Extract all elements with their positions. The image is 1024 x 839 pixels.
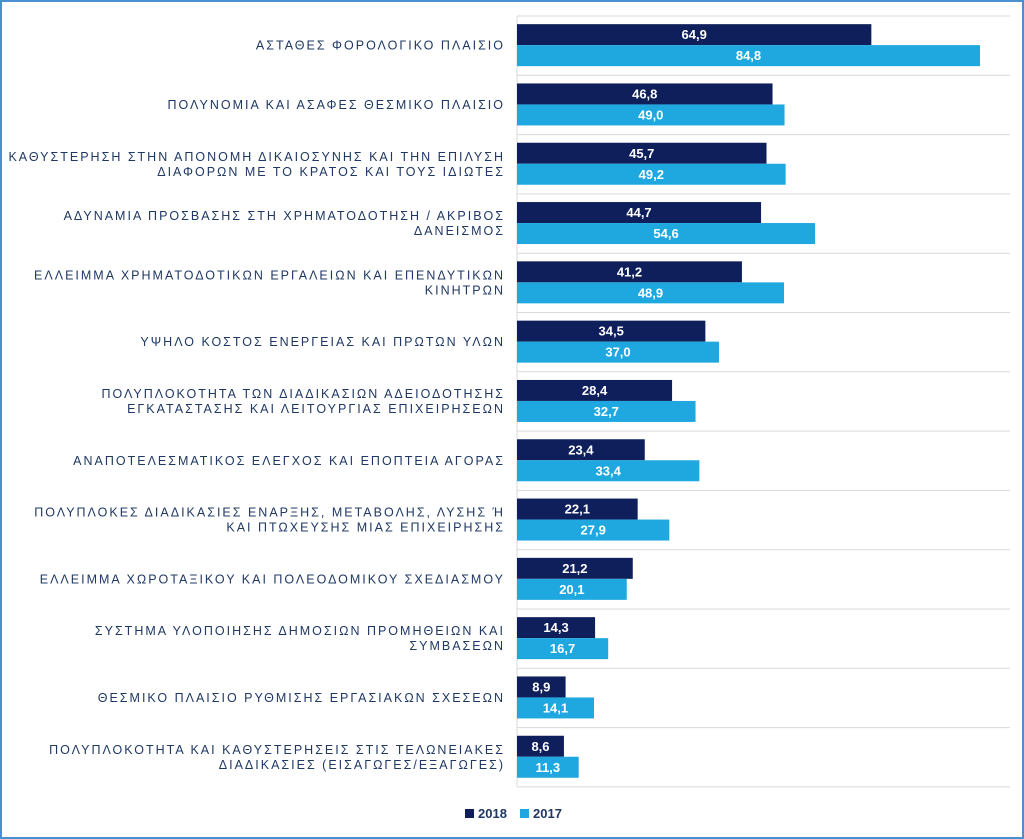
- data-label-2017: 49,0: [638, 107, 663, 122]
- data-label-2017: 84,8: [736, 48, 761, 63]
- bar-2018: [517, 142, 767, 164]
- data-label-2017: 49,2: [639, 167, 664, 182]
- bar-2018: [517, 320, 706, 342]
- category-label: ΥΨΗΛΟ ΚΟΣΤΟΣ ΕΝΕΡΓΕΙΑΣ ΚΑΙ ΠΡΩΤΩΝ ΥΛΩΝ: [140, 335, 505, 349]
- bar-2017: [517, 223, 816, 245]
- bar-2017: [517, 697, 594, 719]
- category-label: ΔΑΝΕΙΣΜΟΣ: [414, 224, 505, 238]
- category-label: ΠΟΛΥΠΛΟΚΟΤΗΤΑ ΚΑΙ ΚΑΘΥΣΤΕΡΗΣΕΙΣ ΣΤΙΣ ΤΕΛ…: [49, 743, 505, 757]
- legend-swatch-2018: [465, 809, 474, 818]
- category-label: ΑΣΤΑΘΕΣ ΦΟΡΟΛΟΓΙΚΟ ΠΛΑΙΣΙΟ: [256, 39, 505, 53]
- bar-2018: [517, 617, 596, 639]
- bar-2018: [517, 439, 645, 461]
- bar-2018: [517, 676, 566, 698]
- legend-label-2017: 2017: [533, 806, 562, 821]
- data-label-2018: 41,2: [617, 264, 642, 279]
- bar-2017: [517, 578, 627, 600]
- category-label: ΣΥΜΒΑΣΕΩΝ: [409, 639, 505, 653]
- data-label-2018: 22,1: [565, 502, 590, 517]
- bar-2018: [517, 735, 564, 757]
- data-label-2017: 32,7: [594, 404, 619, 419]
- data-label-2017: 48,9: [638, 285, 663, 300]
- bar-2017: [517, 341, 720, 363]
- bar-2017: [517, 460, 700, 482]
- data-label-2017: 54,6: [653, 226, 678, 241]
- data-label-2018: 64,9: [682, 27, 707, 42]
- category-label: ΣΥΣΤΗΜΑ ΥΛΟΠΟΙΗΣΗΣ ΔΗΜΟΣΙΩΝ ΠΡΟΜΗΘΕΙΩΝ Κ…: [95, 624, 505, 638]
- category-label: ΕΛΛΕΙΜΜΑ ΧΩΡΟΤΑΞΙΚΟΥ ΚΑΙ ΠΟΛΕΟΔΟΜΙΚΟΥ ΣΧ…: [40, 572, 505, 586]
- category-label: ΚΑΘΥΣΤΕΡΗΣΗ ΣΤΗΝ ΑΠΟΝΟΜΗ ΔΙΚΑΙΟΣΥΝΗΣ ΚΑΙ…: [8, 150, 505, 164]
- data-label-2018: 46,8: [632, 86, 657, 101]
- bar-2018: [517, 379, 673, 401]
- data-label-2017: 27,9: [581, 523, 606, 538]
- bar-2017: [517, 45, 981, 67]
- bar-2018: [517, 261, 742, 283]
- category-label: ΑΝΑΠΟΤΕΛΕΣΜΑΤΙΚΟΣ ΕΛΕΓΧΟΣ ΚΑΙ ΕΠΟΠΤΕΙΑ Α…: [73, 454, 505, 468]
- bar-2017: [517, 104, 785, 126]
- data-label-2017: 37,0: [605, 345, 630, 360]
- data-label-2018: 23,4: [568, 442, 594, 457]
- bar-2017: [517, 638, 609, 660]
- data-label-2017: 20,1: [559, 582, 584, 597]
- category-label: ΚΙΝΗΤΡΩΝ: [425, 283, 505, 297]
- bar-2018: [517, 498, 638, 520]
- category-label: ΠΟΛΥΠΛΟΚΟΤΗΤΑ ΤΩΝ ΔΙΑΔΙΚΑΣΙΩΝ ΑΔΕΙΟΔΟΤΗΣ…: [101, 387, 505, 401]
- bar-2017: [517, 400, 696, 422]
- data-label-2018: 8,6: [531, 739, 549, 754]
- data-label-2018: 45,7: [629, 146, 654, 161]
- category-label: ΑΔΥΝΑΜΙΑ ΠΡΟΣΒΑΣΗΣ ΣΤΗ ΧΡΗΜΑΤΟΔΟΤΗΣΗ / Α…: [64, 209, 505, 223]
- data-label-2017: 33,4: [596, 463, 622, 478]
- data-label-2017: 14,1: [543, 700, 568, 715]
- data-label-2018: 44,7: [626, 205, 651, 220]
- data-label-2017: 11,3: [536, 760, 561, 775]
- data-label-2018: 8,9: [532, 679, 550, 694]
- bar-2018: [517, 557, 633, 579]
- bar-2018: [517, 202, 762, 224]
- data-label-2018: 34,5: [599, 324, 624, 339]
- category-label: ΔΙΑΦΟΡΩΝ ΜΕ ΤΟ ΚΡΑΤΟΣ ΚΑΙ ΤΟΥΣ ΙΔΙΩΤΕΣ: [157, 165, 505, 179]
- bar-2017: [517, 519, 670, 541]
- category-label: ΔΙΑΔΙΚΑΣΙΕΣ (ΕΙΣΑΓΩΓΕΣ/ΕΞΑΓΩΓΕΣ): [219, 758, 505, 772]
- category-label: ΕΓΚΑΤΑΣΤΑΣΗΣ ΚΑΙ ΛΕΙΤΟΥΡΓΙΑΣ ΕΠΙΧΕΙΡΗΣΕΩ…: [127, 402, 505, 416]
- bar-2018: [517, 24, 872, 46]
- bar-2017: [517, 756, 579, 778]
- category-label: ΘΕΣΜΙΚΟ ΠΛΑΙΣΙΟ ΡΥΘΜΙΣΗΣ ΕΡΓΑΣΙΑΚΩΝ ΣΧΕΣ…: [98, 691, 505, 705]
- data-label-2018: 14,3: [543, 620, 568, 635]
- legend-label-2018: 2018: [478, 806, 507, 821]
- category-label: ΕΛΛΕΙΜΜΑ ΧΡΗΜΑΤΟΔΟΤΙΚΩΝ ΕΡΓΑΛΕΙΩΝ ΚΑΙ ΕΠ…: [34, 268, 505, 282]
- bar-2017: [517, 163, 786, 185]
- data-label-2018: 21,2: [562, 561, 587, 576]
- bar-2018: [517, 83, 773, 105]
- data-label-2017: 16,7: [550, 641, 575, 656]
- bar-2017: [517, 282, 784, 304]
- data-label-2018: 28,4: [582, 383, 608, 398]
- legend-swatch-2017: [520, 809, 529, 818]
- category-label: ΠΟΛΥΝΟΜΙΑ ΚΑΙ ΑΣΑΦΕΣ ΘΕΣΜΙΚΟ ΠΛΑΙΣΙΟ: [168, 98, 505, 112]
- category-label: ΚΑΙ ΠΤΩΧΕΥΣΗΣ ΜΙΑΣ ΕΠΙΧΕΙΡΗΣΗΣ: [226, 521, 505, 535]
- category-label: ΠΟΛΥΠΛΟΚΕΣ ΔΙΑΔΙΚΑΣΙΕΣ ΕΝΑΡΞΗΣ, ΜΕΤΑΒΟΛΗ…: [34, 506, 505, 520]
